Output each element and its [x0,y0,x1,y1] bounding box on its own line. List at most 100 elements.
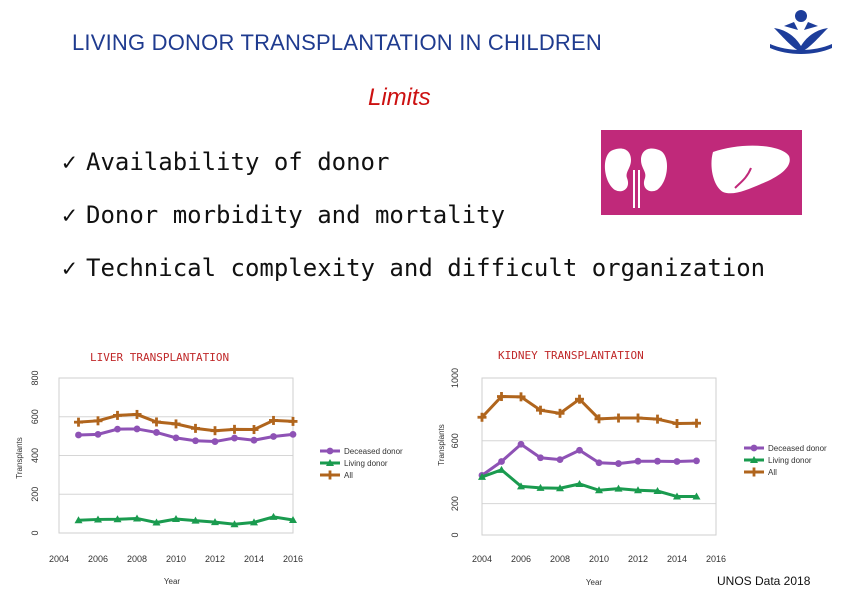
data-point [230,520,239,528]
data-point [132,409,142,419]
data-point [536,405,545,415]
legend: Deceased donor Living donor All [320,447,403,480]
data-point [192,437,199,445]
data-point [595,459,603,467]
plot-frame [481,377,717,536]
data-point [517,440,525,448]
data-point [191,516,200,524]
data-point [614,413,623,423]
data-point [74,417,83,427]
data-point [692,492,701,500]
logo-icon [770,10,832,54]
y-tick-label: 600 [30,409,40,424]
legend-label: Deceased donor [344,447,403,456]
data-point [750,456,758,463]
data-point [693,457,700,465]
organs-image [601,130,802,215]
data-point [114,425,121,433]
data-point [250,436,258,444]
data-point [498,458,505,465]
y-tick-label: 200 [450,496,460,511]
data-point [288,416,298,426]
data-point [634,486,642,494]
data-point [113,410,122,420]
legend: Deceased donor Living donor All [744,444,827,477]
data-point [270,433,277,440]
data-point [231,434,238,442]
data-point [269,415,278,425]
legend-label: Deceased donor [768,444,827,453]
check-icon: ✓ [62,148,77,176]
data-point [249,425,259,435]
legend-entry: Living donor [744,456,812,465]
y-axis-label: Transplants [437,424,446,466]
data-point [75,431,82,439]
series-line [78,515,294,526]
check-icon: ✓ [62,201,77,229]
x-tick-label: 2016 [283,554,303,564]
x-tick-label: 2004 [49,554,69,564]
data-point [673,458,681,465]
slide-title: LIVING DONOR TRANSPLANTATION IN CHILDREN [72,30,602,55]
kidneys-icon [604,148,668,208]
liver-icon [711,145,790,194]
data-point [575,479,584,487]
data-point [94,430,102,438]
source-note: UNOS Data 2018 [717,574,811,588]
data-point [250,518,258,526]
data-point [289,516,297,524]
x-axis-label: Year [586,578,603,587]
data-point [172,515,180,523]
legend-entry: Deceased donor [320,447,403,456]
data-point [171,419,181,429]
y-tick-label: 400 [30,448,40,463]
legend-entry: Living donor [320,459,388,468]
data-point [326,447,334,455]
bullet-item: ✓ Donor morbidity and mortality [62,201,506,229]
x-tick-label: 2008 [550,554,570,564]
y-tick-label: 600 [450,433,460,448]
data-point [654,457,661,465]
y-axis-label: Transplants [15,437,24,479]
legend-label: All [768,468,777,477]
data-point [594,414,604,424]
data-point [113,515,122,523]
data-point [477,412,487,422]
data-point [211,438,219,445]
data-point [634,457,642,465]
y-tick-label: 0 [30,530,40,535]
x-axis-label: Year [164,577,181,586]
data-point [211,518,219,526]
bullet-item: ✓ Technical complexity and difficult orga… [62,254,766,282]
legend-label: All [344,471,353,480]
data-point [576,446,583,454]
series-lines [74,409,298,528]
data-point [94,515,102,523]
data-point [537,454,544,462]
x-tick-label: 2008 [127,554,147,564]
series-lines [477,392,701,500]
data-point [516,392,526,402]
data-point [152,518,161,526]
data-point [289,430,297,438]
legend-entry: All [744,467,777,477]
series-line [481,442,697,477]
series-line [78,427,294,444]
x-tick-label: 2012 [628,554,648,564]
x-tick-label: 2012 [205,554,225,564]
data-point [614,484,623,492]
data-point [191,423,200,433]
data-point [497,465,506,473]
data-point [653,487,662,495]
x-tick-label: 2014 [244,554,264,564]
kidney-chart: KIDNEY TRANSPLANTATION Transplants Year … [437,349,827,587]
data-point [325,470,335,480]
data-point [556,456,564,464]
data-point [478,472,486,480]
data-point [575,394,584,404]
data-point [555,408,565,418]
data-point [230,424,239,434]
series-line [480,395,697,426]
x-tick-label: 2014 [667,554,687,564]
data-point [152,417,161,427]
